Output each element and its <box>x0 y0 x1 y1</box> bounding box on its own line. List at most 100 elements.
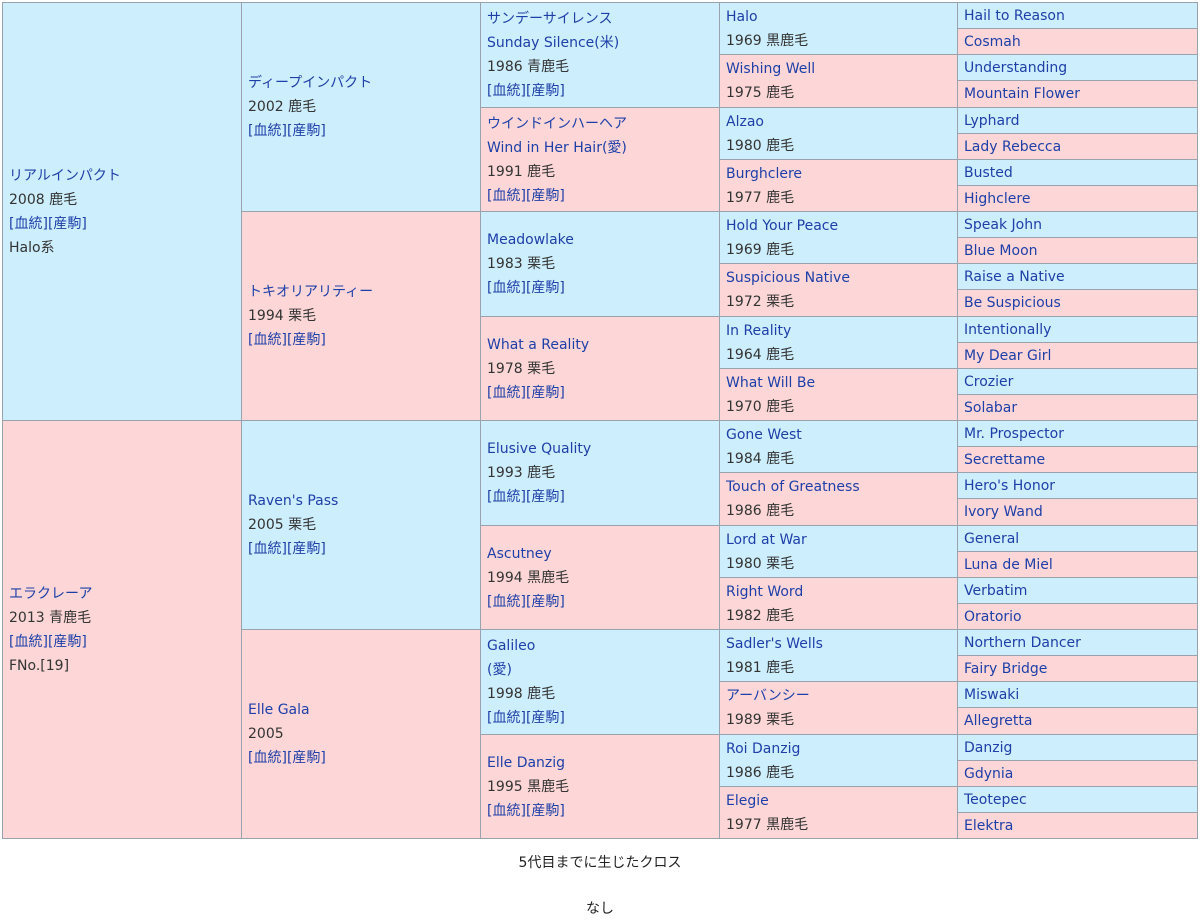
horse-name-link[interactable]: What a Reality <box>487 336 590 353</box>
horse-name-link[interactable]: Burghclere <box>726 165 803 182</box>
horse-name-link[interactable]: General <box>964 530 1020 547</box>
horse-name-link[interactable]: What Will Be <box>726 374 816 391</box>
horse-name-link[interactable]: Allegretta <box>964 713 1033 729</box>
horse-name-link[interactable]: Elusive Quality <box>487 441 592 457</box>
horse-name-link[interactable]: Mr. Prospector <box>964 425 1064 442</box>
pedigree-link[interactable]: [血統] <box>487 83 526 99</box>
foals-link[interactable]: [産駒] <box>525 489 565 505</box>
foals-link[interactable]: [産駒] <box>286 750 326 766</box>
foals-link[interactable]: [産駒] <box>525 802 565 819</box>
horse-name-link[interactable]: ディープインパクト <box>248 75 373 91</box>
horse-name-link[interactable]: エラクレーア <box>9 585 93 602</box>
horse-name-link[interactable]: Gone West <box>726 426 802 443</box>
pedigree-link[interactable]: [血統] <box>487 802 526 819</box>
pedigree-cell-gen5: Mountain Flower <box>957 80 1198 108</box>
pedigree-link[interactable]: [血統] <box>248 332 287 348</box>
horse-birth-color: 1977 鹿毛 <box>726 189 795 206</box>
foals-link[interactable]: [産駒] <box>525 280 565 296</box>
pedigree-link[interactable]: [血統] <box>487 710 526 726</box>
horse-name-link[interactable]: Intentionally <box>964 321 1052 338</box>
horse-name-link[interactable]: Touch of Greatness <box>726 479 860 495</box>
horse-name-link[interactable]: Elegie <box>726 792 769 809</box>
horse-name-link[interactable]: Lady Rebecca <box>964 138 1062 155</box>
horse-name-link[interactable]: Speak John <box>964 216 1042 233</box>
horse-name-link[interactable]: Lord at War <box>726 531 807 548</box>
horse-name-link[interactable]: Ivory Wand <box>964 504 1043 520</box>
horse-name-link[interactable]: Miswaki <box>964 686 1020 703</box>
horse-name-link[interactable]: サンデーサイレンス <box>487 11 613 27</box>
horse-name-link[interactable]: Teotepec <box>964 791 1027 808</box>
horse-name-link[interactable]: アーバンシー <box>726 688 810 704</box>
horse-name-link[interactable]: Hold Your Peace <box>726 217 839 234</box>
foals-link[interactable]: [産駒] <box>286 541 326 557</box>
foals-link[interactable]: [産駒] <box>47 633 87 650</box>
horse-name-link[interactable]: Solabar <box>964 399 1018 416</box>
horse-name-link[interactable]: Alzao <box>726 113 764 130</box>
pedigree-link[interactable]: [血統] <box>487 187 526 204</box>
pedigree-link[interactable]: [血統] <box>9 215 48 232</box>
horse-name-link[interactable]: My Dear Girl <box>964 347 1052 364</box>
horse-name-link[interactable]: Be Suspicious <box>964 295 1061 311</box>
horse-name-link[interactable]: Gdynia <box>964 765 1014 782</box>
pedigree-link[interactable]: [血統] <box>487 384 526 401</box>
horse-name-link[interactable]: トキオリアリティー <box>248 284 374 300</box>
foals-link[interactable]: [産駒] <box>286 123 326 139</box>
horse-name-link[interactable]: Northern Dancer <box>964 634 1081 651</box>
horse-name-link[interactable]: ウインドインハーヘア <box>487 115 627 132</box>
pedigree-link[interactable]: [血統] <box>487 489 526 505</box>
pedigree-link[interactable]: [血統] <box>487 593 526 610</box>
horse-birth-color: 1981 鹿毛 <box>726 659 795 676</box>
horse-name-link[interactable]: Fairy Bridge <box>964 660 1048 677</box>
horse-name-link[interactable]: Elle Gala <box>248 702 310 718</box>
horse-name-link[interactable]: Luna de Miel <box>964 556 1053 573</box>
horse-name-link[interactable]: Oratorio <box>964 608 1022 625</box>
pedigree-link[interactable]: [血統] <box>248 123 287 139</box>
horse-alt-name-link[interactable]: (愛) <box>487 662 512 678</box>
horse-name-link[interactable]: Crozier <box>964 373 1014 390</box>
horse-birth-color: 1984 鹿毛 <box>726 450 795 467</box>
pedigree-link[interactable]: [血統] <box>9 633 48 650</box>
horse-name-link[interactable]: Secrettame <box>964 451 1046 468</box>
foals-link[interactable]: [産駒] <box>47 215 87 232</box>
foals-link[interactable]: [産駒] <box>286 332 326 348</box>
horse-name-link[interactable]: Raven's Pass <box>248 493 339 509</box>
horse-name-link[interactable]: Verbatim <box>964 582 1028 599</box>
foals-link[interactable]: [産駒] <box>525 384 565 401</box>
horse-name-link[interactable]: Raise a Native <box>964 268 1065 285</box>
horse-name-link[interactable]: Blue Moon <box>964 242 1038 259</box>
horse-name-link[interactable]: Wishing Well <box>726 61 816 77</box>
horse-name-link[interactable]: Sadler's Wells <box>726 635 823 652</box>
horse-name-link[interactable]: Right Word <box>726 583 804 600</box>
horse-name-link[interactable]: Roi Danzig <box>726 740 801 757</box>
horse-name-link[interactable]: Hail to Reason <box>964 7 1065 24</box>
pedigree-link[interactable]: [血統] <box>248 541 287 557</box>
horse-name-link[interactable]: In Reality <box>726 322 792 339</box>
horse-name-link[interactable]: Meadowlake <box>487 232 574 248</box>
foals-link[interactable]: [産駒] <box>525 187 565 204</box>
horse-name-link[interactable]: Elektra <box>964 817 1014 834</box>
foals-link[interactable]: [産駒] <box>525 593 565 610</box>
horse-name-link[interactable]: Halo <box>726 8 758 25</box>
horse-name-link[interactable]: Suspicious Native <box>726 270 850 286</box>
horse-name-link[interactable]: Understanding <box>964 59 1068 76</box>
pedigree-link[interactable]: [血統] <box>248 750 287 766</box>
horse-name-link[interactable]: Busted <box>964 164 1013 181</box>
horse-links: [血統][産駒] <box>9 630 242 654</box>
horse-name-link[interactable]: Lyphard <box>964 112 1020 129</box>
foals-link[interactable]: [産駒] <box>525 710 565 726</box>
horse-name-link[interactable]: Elle Danzig <box>487 754 566 771</box>
horse-name-link[interactable]: Ascutney <box>487 545 552 562</box>
pedigree-cell-gen3: ウインドインハーヘア Wind in Her Hair(愛) 1991 鹿毛 [血統]… <box>480 107 721 212</box>
horse-name-link[interactable]: Cosmah <box>964 33 1021 50</box>
horse-name-link[interactable]: Mountain Flower <box>964 86 1080 102</box>
pedigree-cell-gen5: Solabar <box>957 394 1198 421</box>
horse-name-link[interactable]: Danzig <box>964 739 1013 756</box>
horse-name-link[interactable]: Highclere <box>964 190 1031 207</box>
horse-alt-name-link[interactable]: Wind in Her Hair(愛) <box>487 139 627 156</box>
horse-name-link[interactable]: リアルインパクト <box>9 167 121 184</box>
horse-name-link[interactable]: Hero's Honor <box>964 477 1056 494</box>
horse-name-link[interactable]: Galileo <box>487 638 536 654</box>
foals-link[interactable]: [産駒] <box>525 83 565 99</box>
horse-alt-name-link[interactable]: Sunday Silence(米) <box>487 35 620 51</box>
pedigree-link[interactable]: [血統] <box>487 280 526 296</box>
